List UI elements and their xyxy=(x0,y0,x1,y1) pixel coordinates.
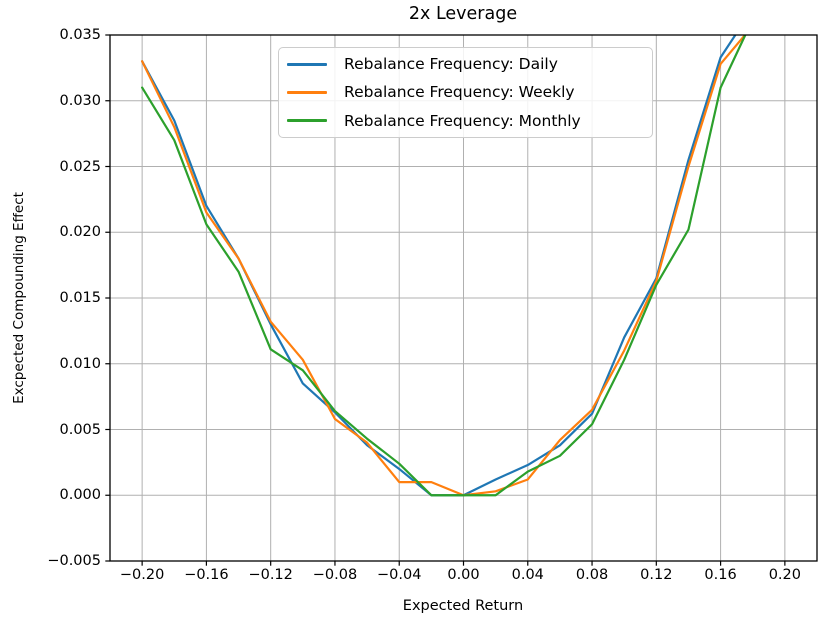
x-tick-label: −0.04 xyxy=(377,567,422,583)
legend: Rebalance Frequency: Daily Rebalance Fre… xyxy=(278,47,653,138)
legend-label-daily: Rebalance Frequency: Daily xyxy=(344,55,558,74)
chart-title: 2x Leverage xyxy=(408,4,518,24)
y-tick-label: 0.025 xyxy=(59,158,101,175)
x-tick-label: −0.20 xyxy=(119,567,165,583)
series-line-2 xyxy=(141,35,747,497)
y-tick-label: 0.005 xyxy=(59,421,101,438)
legend-item-daily: Rebalance Frequency: Daily xyxy=(279,50,652,78)
x-tick-label: −0.12 xyxy=(248,567,293,583)
x-tick-label: −0.16 xyxy=(184,567,229,583)
x-tick-label: 0.04 xyxy=(511,567,544,583)
x-tick-label: 0.12 xyxy=(640,567,673,583)
weekly-line-swatch xyxy=(287,90,327,95)
legend-item-monthly: Rebalance Frequency: Monthly xyxy=(279,107,652,135)
x-axis-label: Expected Return xyxy=(402,598,524,614)
x-tick-label: 0.00 xyxy=(447,567,480,583)
y-tick-label: 0.035 xyxy=(59,27,101,43)
x-tick-label: 0.16 xyxy=(704,567,737,583)
daily-line-swatch xyxy=(287,62,327,66)
y-tick-label: 0.015 xyxy=(59,290,101,306)
y-tick-label: 0.030 xyxy=(59,92,101,109)
legend-item-weekly: Rebalance Frequency: Weekly xyxy=(279,78,652,106)
legend-label-monthly: Rebalance Frequency: Monthly xyxy=(344,111,581,130)
x-tick-label: 0.08 xyxy=(575,567,609,583)
y-tick-label: 0.010 xyxy=(59,355,101,372)
x-tick-label: −0.08 xyxy=(312,567,358,583)
y-tick-label: 0.000 xyxy=(59,487,101,504)
y-tick-label: 0.020 xyxy=(59,224,101,241)
legend-label-weekly: Rebalance Frequency: Weekly xyxy=(344,83,575,102)
y-tick-label: −0.005 xyxy=(47,553,101,569)
x-tick-label: 0.20 xyxy=(768,567,802,583)
monthly-line-swatch xyxy=(287,119,327,123)
